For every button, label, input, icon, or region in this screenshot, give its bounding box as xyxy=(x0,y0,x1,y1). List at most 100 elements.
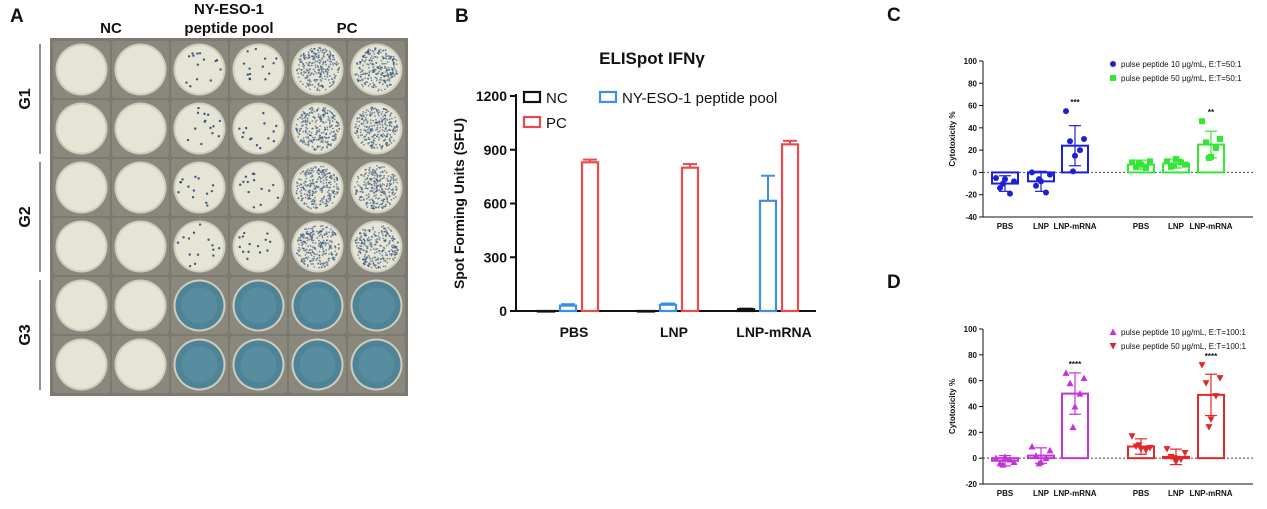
spot xyxy=(252,206,256,209)
spot xyxy=(332,127,334,130)
spot xyxy=(382,126,384,129)
spot xyxy=(393,245,396,248)
spot xyxy=(384,120,387,123)
spot xyxy=(380,74,383,77)
spot xyxy=(314,66,317,69)
spot xyxy=(371,63,374,66)
chart-c-significance: ** xyxy=(1208,108,1215,117)
spot xyxy=(390,253,393,256)
spot xyxy=(395,73,397,76)
spot xyxy=(322,165,325,168)
spot xyxy=(318,46,320,49)
spot xyxy=(306,119,309,121)
chart-c-group xyxy=(991,171,1019,197)
spot xyxy=(326,53,329,56)
spot xyxy=(389,113,392,116)
spot xyxy=(308,114,310,117)
spot xyxy=(380,59,383,62)
spot xyxy=(309,182,311,185)
spot xyxy=(335,129,338,132)
spot xyxy=(396,126,399,128)
spot xyxy=(298,116,301,119)
spot xyxy=(328,143,330,146)
spot xyxy=(311,258,314,260)
spot xyxy=(329,53,332,56)
spot xyxy=(248,77,252,81)
spot xyxy=(333,118,336,121)
spot xyxy=(394,251,396,253)
spot xyxy=(331,62,334,65)
spot xyxy=(296,131,299,134)
spot xyxy=(243,231,246,235)
chart-d-point xyxy=(992,454,1000,462)
spot xyxy=(364,72,367,75)
spot xyxy=(299,248,301,251)
well-spots xyxy=(295,106,341,152)
spot xyxy=(369,243,372,246)
spot xyxy=(326,168,329,171)
spot xyxy=(300,233,302,236)
spot xyxy=(360,128,362,131)
spot xyxy=(302,235,305,238)
spot xyxy=(320,165,322,168)
spot xyxy=(315,119,318,122)
spot xyxy=(364,118,367,121)
spot xyxy=(390,73,392,76)
spot xyxy=(310,263,313,265)
spot xyxy=(319,114,322,117)
spot xyxy=(337,187,340,190)
spot xyxy=(366,239,369,242)
spot xyxy=(375,85,377,88)
spot xyxy=(392,244,395,247)
spot xyxy=(375,190,378,193)
spot xyxy=(303,234,305,236)
spot xyxy=(321,120,324,123)
spot xyxy=(307,62,310,65)
chart-d-group xyxy=(1162,446,1190,466)
chart-c-point xyxy=(1029,169,1035,176)
spot xyxy=(359,245,362,247)
spot xyxy=(366,260,368,263)
chart-c-xtick-label: PBS xyxy=(1133,222,1150,231)
spot xyxy=(365,183,367,185)
spot xyxy=(310,254,313,257)
spot xyxy=(377,258,379,261)
spot xyxy=(390,245,393,247)
spot xyxy=(394,116,397,119)
spot xyxy=(332,174,335,177)
spot xyxy=(324,244,327,247)
spot xyxy=(374,48,377,51)
spot xyxy=(332,82,335,84)
spot xyxy=(378,238,381,241)
spot xyxy=(356,120,359,123)
spot xyxy=(303,67,305,69)
spot xyxy=(329,58,332,60)
spot xyxy=(332,80,335,83)
spot xyxy=(299,239,302,242)
spot xyxy=(302,257,305,260)
spot xyxy=(367,53,370,56)
spot xyxy=(378,203,381,206)
spot xyxy=(327,118,330,121)
spot xyxy=(302,130,305,133)
spot xyxy=(380,134,383,137)
spot xyxy=(317,262,320,265)
spot xyxy=(355,242,358,244)
spot xyxy=(179,181,182,184)
spot xyxy=(379,190,382,193)
spot xyxy=(335,61,338,63)
spot xyxy=(368,199,371,201)
spot xyxy=(371,112,374,115)
spot xyxy=(311,84,314,86)
chart-d-point xyxy=(1146,444,1154,452)
spot xyxy=(300,241,303,244)
spot xyxy=(326,239,329,242)
chart-b-legend-swatch xyxy=(522,90,542,104)
spot xyxy=(306,74,308,77)
spot xyxy=(396,249,399,252)
spot xyxy=(382,115,385,118)
spot xyxy=(197,177,200,180)
spot xyxy=(308,238,310,241)
spot xyxy=(375,118,377,121)
spot xyxy=(303,72,306,74)
